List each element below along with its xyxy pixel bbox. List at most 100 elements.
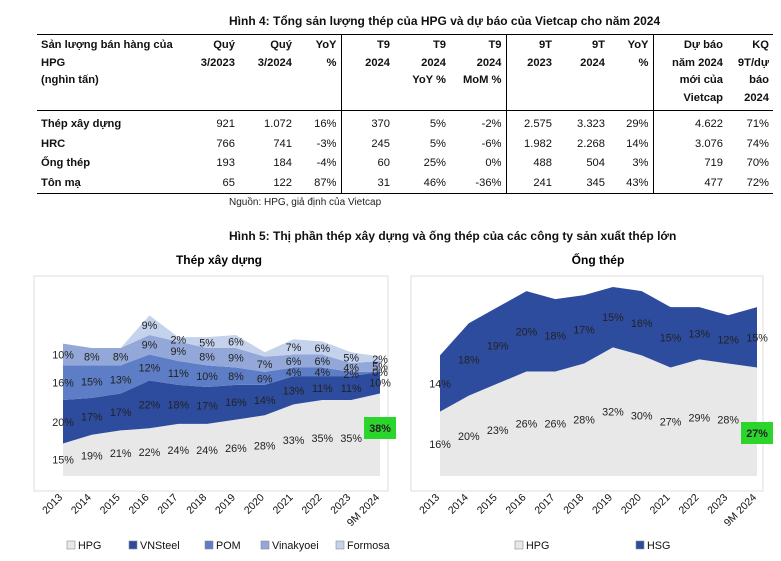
x-tick-label: 2023 <box>328 492 353 517</box>
steel-volume-table: Sản lượng bán hàng của HPG (nghìn tấn) Quý 3… <box>37 34 773 195</box>
data-label: 26% <box>225 443 247 455</box>
table-cell: 72% <box>727 173 773 195</box>
data-label: 5% <box>199 338 215 350</box>
data-label: 16% <box>631 318 653 330</box>
table-cell: 766 <box>216 137 235 150</box>
data-label: 35% <box>312 433 334 445</box>
area-hpg <box>440 347 757 476</box>
table-cell: -6% <box>481 137 502 150</box>
table-cell: 477 <box>652 173 727 195</box>
table-cell: -3% <box>316 137 337 150</box>
data-label: 4% <box>286 367 302 379</box>
table-cell: 60 <box>340 154 394 174</box>
data-label: 6% <box>315 356 331 368</box>
chart-title: Ống thép <box>572 252 625 267</box>
x-tick-label: 9M 2024 <box>345 492 382 529</box>
data-label: 24% <box>167 445 189 457</box>
table-cell: 2.268 <box>577 137 605 150</box>
table-header-cell: T9 2024 MoM % <box>450 34 506 111</box>
data-label: 4% <box>315 367 331 379</box>
data-label: 6% <box>315 343 331 355</box>
table-cell: 74% <box>746 137 769 150</box>
data-label: 12% <box>717 334 739 346</box>
table-row: HRC 766 741 -3% 245 5% -6% 1.982 2.268 14% 3.076 74… <box>37 134 773 155</box>
table-cell: 16% <box>314 118 337 130</box>
legend-swatch <box>66 540 76 550</box>
table-header-cell: T9 2024 YoY % <box>394 34 450 111</box>
data-label: 2% <box>343 369 359 381</box>
data-label: 15% <box>602 312 624 324</box>
data-label: 7% <box>257 359 273 371</box>
table-cell: 1.982 <box>505 134 556 155</box>
data-label: 9% <box>142 340 158 352</box>
data-label: 12% <box>139 363 161 375</box>
legend-label: HPG <box>78 540 101 552</box>
data-label: 20% <box>458 431 480 443</box>
data-label: 16% <box>52 378 74 390</box>
x-tick-label: 2015 <box>475 492 500 517</box>
data-label: 32% <box>602 407 624 419</box>
table-cell: 71% <box>746 118 769 130</box>
data-label: 20% <box>516 326 538 338</box>
x-tick-label: 2022 <box>299 492 324 517</box>
data-label: 27% <box>660 417 682 429</box>
table-cell: 87% <box>296 173 341 195</box>
highlight-label: 27% <box>746 428 768 440</box>
data-label: 7% <box>286 342 302 354</box>
data-label: 9% <box>170 346 186 358</box>
data-label: 21% <box>110 448 132 460</box>
table-header-cell: YoY% <box>296 34 341 111</box>
data-label: 22% <box>139 447 161 459</box>
legend-label: HSG <box>647 540 670 552</box>
data-label: 20% <box>52 417 74 429</box>
table-header-cell: KQ 9T/dự báo 2024 <box>727 34 773 111</box>
table-cell: 0% <box>485 157 502 170</box>
data-label: 26% <box>516 419 538 431</box>
x-tick-label: 9M 2024 <box>722 492 759 529</box>
table-cell: 504 <box>586 157 605 170</box>
data-label: 2% <box>372 354 388 366</box>
table-header-cell: 9T 2024 <box>556 34 609 111</box>
data-label: 10% <box>52 349 74 361</box>
data-label: 11% <box>341 383 362 395</box>
legend-label: Formosa <box>347 540 390 552</box>
x-tick-label: 2018 <box>561 492 586 517</box>
table-cell: 46% <box>394 173 450 195</box>
table-cell: 4.622 <box>652 110 727 135</box>
data-label: 10% <box>369 378 391 390</box>
legend-label: HPG <box>526 540 549 552</box>
table-cell: 921 <box>216 118 235 130</box>
data-label: 0% <box>372 367 388 379</box>
table-cell: 29% <box>626 118 649 130</box>
area-formosa <box>63 315 380 364</box>
data-label: 8% <box>113 352 129 364</box>
data-label: 18% <box>458 354 480 366</box>
data-label: 8% <box>228 371 244 383</box>
row-label: Ống thép <box>41 157 91 170</box>
x-tick-label: 2014 <box>69 492 94 517</box>
data-label: 15% <box>746 332 768 344</box>
data-label: 16% <box>429 439 451 451</box>
x-tick-label: 2017 <box>155 492 180 517</box>
area-vinakyoei <box>63 334 380 372</box>
data-label: 33% <box>283 435 305 447</box>
table-cell: 122 <box>239 173 296 195</box>
x-tick-label: 2013 <box>417 492 442 517</box>
figure-5-title: Hình 5: Thị phần thép xây dựng và ống th… <box>229 229 677 243</box>
legend-swatch <box>128 540 138 550</box>
legend-swatch <box>335 540 345 550</box>
table-cell: 741 <box>273 137 292 150</box>
table-header-cell: Sản lượng bán hàng của HPG (nghìn tấn) <box>37 34 180 111</box>
table-row: Thép xây dựng 921 1.072 16% 370 5% -2% 2.575 3.3… <box>37 110 773 135</box>
table-cell: 65 <box>180 173 239 195</box>
data-label: 13% <box>689 328 711 340</box>
table-cell: 3.323 <box>577 118 605 130</box>
table-cell: 184 <box>273 157 292 170</box>
chart-frame <box>410 275 764 492</box>
highlight-box <box>364 417 396 439</box>
highlight-label: 38% <box>369 423 391 435</box>
area-vnsteel <box>63 371 380 444</box>
data-label: 14% <box>429 379 451 391</box>
table-cell: 719 <box>652 154 727 174</box>
x-tick-label: 2016 <box>127 492 152 517</box>
